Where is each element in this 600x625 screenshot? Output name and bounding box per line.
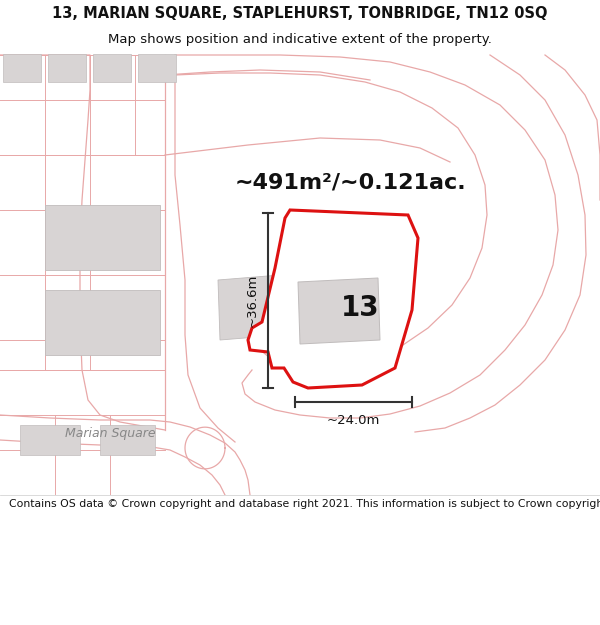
Polygon shape — [45, 290, 160, 355]
Polygon shape — [165, 55, 600, 465]
Polygon shape — [48, 54, 86, 82]
Text: 13: 13 — [341, 294, 379, 322]
Polygon shape — [100, 425, 155, 455]
Polygon shape — [138, 54, 176, 82]
Polygon shape — [20, 425, 80, 455]
Polygon shape — [248, 210, 418, 388]
Text: ~36.6m: ~36.6m — [246, 274, 259, 328]
Text: ~491m²/~0.121ac.: ~491m²/~0.121ac. — [234, 173, 466, 193]
Polygon shape — [3, 54, 41, 82]
Polygon shape — [45, 205, 160, 270]
Polygon shape — [218, 275, 282, 340]
Polygon shape — [298, 278, 380, 344]
Text: ~24.0m: ~24.0m — [327, 414, 380, 428]
Polygon shape — [93, 54, 131, 82]
Text: Contains OS data © Crown copyright and database right 2021. This information is : Contains OS data © Crown copyright and d… — [9, 499, 600, 509]
Text: 13, MARIAN SQUARE, STAPLEHURST, TONBRIDGE, TN12 0SQ: 13, MARIAN SQUARE, STAPLEHURST, TONBRIDG… — [52, 6, 548, 21]
Polygon shape — [0, 415, 250, 495]
Text: Map shows position and indicative extent of the property.: Map shows position and indicative extent… — [108, 32, 492, 46]
Text: Marian Square: Marian Square — [65, 426, 155, 439]
